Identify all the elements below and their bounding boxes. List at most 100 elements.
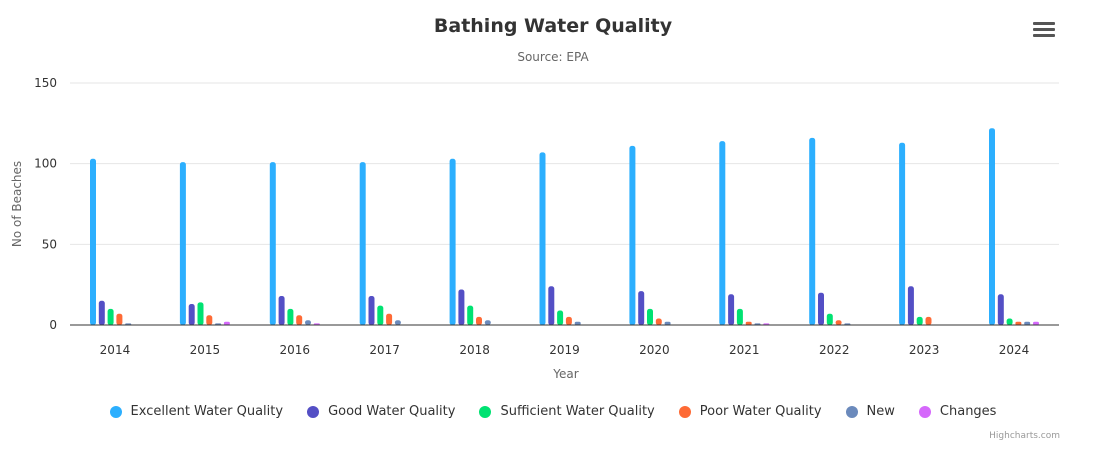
- bar-sufficient-water-quality-2020[interactable]: [647, 308, 653, 325]
- bar-good-water-quality-2018[interactable]: [458, 289, 465, 326]
- bar-excellent-water-quality-2014[interactable]: [90, 158, 96, 325]
- bar-poor-water-quality-2021[interactable]: [745, 321, 752, 325]
- bar-poor-water-quality-2015[interactable]: [206, 315, 213, 325]
- x-tick-label: 2015: [190, 343, 221, 357]
- bar-sufficient-water-quality-2014[interactable]: [107, 308, 114, 325]
- bar-poor-water-quality-2023[interactable]: [925, 316, 932, 325]
- bar-excellent-water-quality-2019[interactable]: [539, 152, 546, 325]
- legend-marker-icon: [307, 405, 320, 418]
- bar-good-water-quality-2016[interactable]: [278, 296, 285, 325]
- bar-sufficient-water-quality-2021[interactable]: [736, 308, 743, 325]
- x-tick-label: 2017: [369, 343, 400, 357]
- x-axis-label: Year: [552, 367, 578, 381]
- y-tick-label: 0: [49, 318, 57, 332]
- bar-new-2018[interactable]: [484, 320, 491, 325]
- bar-poor-water-quality-2018[interactable]: [476, 316, 482, 325]
- legend-marker-icon: [918, 405, 931, 418]
- menu-line: [1033, 28, 1055, 31]
- x-tick-label: 2020: [639, 343, 670, 357]
- legend-item-good-water-quality[interactable]: Good Water Quality: [307, 404, 455, 419]
- legend-marker-icon: [678, 405, 691, 418]
- bar-good-water-quality-2019[interactable]: [548, 286, 555, 325]
- bar-new-2024[interactable]: [1024, 321, 1031, 325]
- x-tick-label: 2018: [459, 343, 490, 357]
- legend-item-new[interactable]: New: [845, 404, 895, 419]
- bar-sufficient-water-quality-2015[interactable]: [197, 302, 204, 325]
- credits-link[interactable]: Highcharts.com: [989, 431, 1060, 441]
- x-tick-label: 2016: [279, 343, 310, 357]
- bar-new-2020[interactable]: [664, 321, 671, 325]
- menu-line: [1033, 34, 1055, 37]
- bar-poor-water-quality-2022[interactable]: [835, 320, 842, 325]
- legend-label: Sufficient Water Quality: [500, 404, 655, 419]
- bar-excellent-water-quality-2024[interactable]: [989, 128, 995, 325]
- bar-new-2017[interactable]: [394, 320, 401, 325]
- bar-poor-water-quality-2014[interactable]: [116, 313, 123, 325]
- legend-label: Good Water Quality: [328, 404, 456, 419]
- legend-label: Excellent Water Quality: [130, 404, 284, 419]
- gridlines: [70, 82, 1059, 245]
- legend-label: New: [866, 404, 895, 419]
- bar-excellent-water-quality-2015[interactable]: [179, 162, 186, 325]
- bar-good-water-quality-2017[interactable]: [368, 296, 375, 325]
- bar-new-2016[interactable]: [305, 320, 311, 325]
- y-tick-label: 150: [34, 76, 57, 90]
- bar-sufficient-water-quality-2024[interactable]: [1006, 318, 1013, 326]
- y-tick-label: 50: [42, 237, 57, 251]
- legend-item-changes[interactable]: Changes: [918, 404, 997, 419]
- bar-excellent-water-quality-2018[interactable]: [449, 158, 456, 325]
- bar-excellent-water-quality-2022[interactable]: [809, 137, 816, 325]
- bar-changes-2015[interactable]: [223, 321, 230, 325]
- bar-poor-water-quality-2017[interactable]: [386, 313, 393, 325]
- bar-sufficient-water-quality-2016[interactable]: [287, 308, 294, 325]
- x-tick-label: 2022: [819, 343, 850, 357]
- legend-label: Changes: [939, 404, 997, 419]
- x-axis-ticks: 2014 2015 2016 2017 2018 2019 2020 2021 2022 2023…: [100, 343, 1030, 357]
- bar-excellent-water-quality-2016[interactable]: [269, 162, 276, 325]
- legend-label: Poor Water Quality: [699, 404, 822, 419]
- chart-title: Bathing Water Quality: [433, 15, 673, 37]
- bar-good-water-quality-2023[interactable]: [907, 286, 914, 325]
- hamburger-menu-icon[interactable]: [1031, 20, 1057, 40]
- bar-excellent-water-quality-2020[interactable]: [629, 145, 636, 325]
- bar-good-water-quality-2021[interactable]: [728, 294, 735, 325]
- bar-changes-2024[interactable]: [1033, 321, 1039, 325]
- x-tick-label: 2019: [549, 343, 580, 357]
- bar-poor-water-quality-2020[interactable]: [655, 318, 662, 326]
- legend-marker-icon: [109, 405, 122, 418]
- bar-poor-water-quality-2024[interactable]: [1015, 321, 1022, 325]
- bars: [90, 128, 1039, 325]
- bar-excellent-water-quality-2021[interactable]: [719, 141, 726, 325]
- bar-sufficient-water-quality-2022[interactable]: [826, 313, 833, 325]
- bar-poor-water-quality-2016[interactable]: [296, 315, 303, 325]
- bar-sufficient-water-quality-2017[interactable]: [377, 305, 384, 325]
- bar-excellent-water-quality-2023[interactable]: [899, 142, 906, 325]
- bar-sufficient-water-quality-2019[interactable]: [557, 310, 564, 326]
- x-tick-label: 2014: [100, 343, 131, 357]
- bar-new-2019[interactable]: [574, 321, 581, 325]
- bar-good-water-quality-2024[interactable]: [997, 294, 1004, 325]
- legend: Excellent Water Quality Good Water Qualit…: [0, 404, 1106, 419]
- y-axis-ticks: 0 50 100 150: [34, 76, 57, 332]
- chart-subtitle: Source: EPA: [517, 50, 589, 64]
- legend-item-excellent-water-quality[interactable]: Excellent Water Quality: [109, 404, 284, 419]
- bar-good-water-quality-2022[interactable]: [818, 292, 824, 325]
- y-axis-label: No of Beaches: [10, 161, 24, 247]
- bar-sufficient-water-quality-2018[interactable]: [467, 305, 474, 325]
- x-tick-label: 2023: [909, 343, 940, 357]
- legend-item-poor-water-quality[interactable]: Poor Water Quality: [678, 404, 822, 419]
- bar-good-water-quality-2015[interactable]: [188, 304, 195, 325]
- x-tick-label: 2021: [729, 343, 760, 357]
- bar-good-water-quality-2020[interactable]: [638, 291, 645, 325]
- legend-item-sufficient-water-quality[interactable]: Sufficient Water Quality: [479, 404, 655, 419]
- bar-sufficient-water-quality-2023[interactable]: [916, 316, 923, 325]
- menu-line: [1033, 22, 1055, 25]
- bar-poor-water-quality-2019[interactable]: [565, 316, 572, 325]
- bar-good-water-quality-2014[interactable]: [98, 300, 105, 325]
- y-tick-label: 100: [34, 157, 57, 171]
- legend-marker-icon: [479, 405, 492, 418]
- legend-marker-icon: [845, 405, 858, 418]
- bar-excellent-water-quality-2017[interactable]: [359, 162, 366, 325]
- x-tick-label: 2024: [999, 343, 1030, 357]
